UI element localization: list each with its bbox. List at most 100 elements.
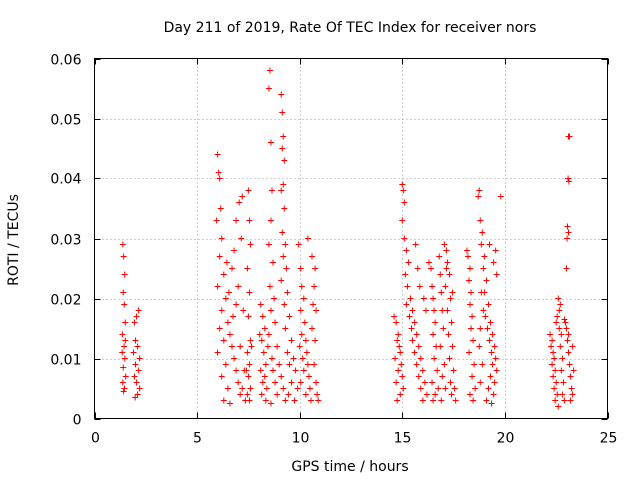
data-point (313, 379, 320, 386)
data-point (267, 400, 274, 407)
data-point (553, 379, 560, 386)
data-point (120, 388, 127, 395)
data-point (479, 229, 486, 236)
data-point (443, 247, 450, 254)
data-point (556, 307, 563, 314)
data-point (483, 277, 490, 284)
data-point (136, 355, 143, 362)
data-point (552, 397, 559, 404)
data-point (420, 295, 427, 302)
data-point (220, 337, 227, 344)
data-point (476, 343, 483, 350)
data-point (417, 385, 424, 392)
data-point (218, 373, 225, 380)
data-point (217, 205, 224, 212)
data-point (288, 379, 295, 386)
data-point (413, 331, 420, 338)
data-point (245, 313, 252, 320)
data-point (311, 361, 318, 368)
data-point (119, 379, 126, 386)
data-point (477, 325, 484, 332)
data-point (399, 217, 406, 224)
x-tick-label: 25 (600, 431, 618, 447)
data-point (488, 400, 495, 407)
data-point (240, 307, 247, 314)
data-point (297, 265, 304, 272)
data-point (230, 313, 237, 320)
data-point (266, 283, 273, 290)
data-point (278, 277, 285, 284)
data-point (225, 289, 232, 296)
data-point (282, 241, 289, 248)
data-point (215, 169, 222, 176)
data-point (400, 187, 407, 194)
data-point (548, 343, 555, 350)
data-point (467, 265, 474, 272)
data-point (486, 241, 493, 248)
data-point (312, 337, 319, 344)
data-point (265, 241, 272, 248)
data-point (491, 379, 498, 386)
data-point (550, 373, 557, 380)
data-point (549, 361, 556, 368)
data-point (489, 331, 496, 338)
data-point (214, 283, 221, 290)
data-point (228, 343, 235, 350)
data-point (564, 235, 571, 242)
data-point (270, 367, 277, 374)
data-point (485, 301, 492, 308)
data-point (298, 283, 305, 290)
data-point (415, 373, 422, 380)
data-point (291, 397, 298, 404)
data-point (478, 289, 485, 296)
data-point (405, 259, 412, 266)
data-point (482, 313, 489, 320)
data-point (493, 271, 500, 278)
data-point (132, 394, 139, 401)
data-point (248, 343, 255, 350)
data-point (288, 337, 295, 344)
data-point (296, 343, 303, 350)
data-point (432, 391, 439, 398)
data-point (258, 391, 265, 398)
data-point (559, 355, 566, 362)
data-point (493, 367, 500, 374)
data-point (556, 325, 563, 332)
data-point (301, 319, 308, 326)
data-point (439, 307, 446, 314)
data-point (304, 361, 311, 368)
data-point (228, 265, 235, 272)
data-point (431, 355, 438, 362)
data-point (569, 391, 576, 398)
data-point (555, 295, 562, 302)
data-point (236, 199, 243, 206)
data-point (280, 133, 287, 140)
data-point (477, 217, 484, 224)
data-point (551, 385, 558, 392)
data-point (412, 241, 419, 248)
data-point (470, 337, 477, 344)
data-point (247, 385, 254, 392)
data-point (134, 343, 141, 350)
data-point (278, 373, 285, 380)
data-point (450, 367, 457, 374)
data-point (492, 355, 499, 362)
data-point (132, 337, 139, 344)
data-point (448, 391, 455, 398)
data-point (430, 397, 437, 404)
data-point (292, 367, 299, 374)
data-point (467, 391, 474, 398)
data-point (286, 361, 293, 368)
data-point (558, 367, 565, 374)
data-point (570, 367, 577, 374)
data-point (313, 307, 320, 314)
data-point (121, 301, 128, 308)
data-point (561, 397, 568, 404)
data-point (465, 349, 472, 356)
data-point (257, 301, 264, 308)
data-point (122, 337, 129, 344)
data-point (438, 397, 445, 404)
data-point (403, 301, 410, 308)
data-point (414, 265, 421, 272)
data-point (247, 241, 254, 248)
